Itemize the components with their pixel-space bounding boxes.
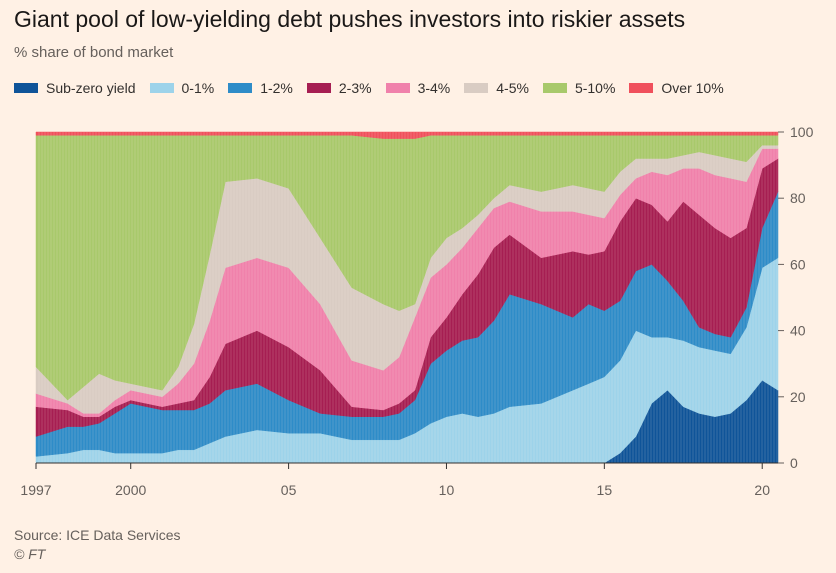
y-tick-label: 80 — [790, 190, 806, 206]
legend-item: Sub-zero yield — [14, 80, 136, 96]
y-tick-label: 20 — [790, 389, 806, 405]
y-tick-label: 100 — [790, 124, 814, 140]
y-tick-label: 60 — [790, 256, 806, 272]
legend-swatch — [149, 83, 174, 93]
legend-swatch — [228, 83, 253, 93]
legend-item: 0-1% — [149, 80, 215, 96]
legend-item: 5-10% — [542, 80, 616, 96]
x-tick-label: 1997 — [20, 482, 51, 498]
legend-item: 1-2% — [228, 80, 293, 96]
legend-item: 3-4% — [385, 80, 451, 96]
legend-label: 5-10% — [574, 80, 616, 96]
chart-legend: Sub-zero yield 0-1% 1-2% 2-3% 3-4% 4-5% 5-10% O… — [14, 80, 738, 96]
legend-item: Over 10% — [629, 80, 724, 96]
x-tick-label: 05 — [281, 482, 297, 498]
copyright-credit: © FT — [14, 546, 46, 562]
x-tick-label: 20 — [754, 482, 770, 498]
legend-label: 1-2% — [260, 80, 293, 96]
legend-label: Sub-zero yield — [46, 80, 136, 96]
legend-label: 2-3% — [338, 80, 372, 96]
legend-item: 2-3% — [306, 80, 372, 96]
legend-label: Over 10% — [661, 80, 724, 96]
y-tick-label: 40 — [790, 323, 806, 339]
legend-swatch — [14, 83, 38, 93]
legend-label: 3-4% — [417, 80, 451, 96]
x-tick-label: 10 — [439, 482, 455, 498]
y-tick-label: 0 — [790, 455, 798, 471]
legend-swatch — [629, 83, 654, 93]
legend-swatch — [385, 83, 410, 93]
area-series — [35, 131, 779, 139]
legend-swatch — [542, 83, 567, 93]
source-note: Source: ICE Data Services — [14, 527, 181, 543]
chart-title: Giant pool of low-yielding debt pushes i… — [14, 6, 686, 32]
bar-texture — [38, 132, 778, 463]
x-tick-label: 2000 — [115, 482, 146, 498]
chart-subtitle: % share of bond market — [14, 44, 174, 61]
legend-label: 4-5% — [496, 80, 529, 96]
legend-swatch — [464, 83, 489, 93]
legend-label: 0-1% — [181, 80, 215, 96]
x-tick-label: 15 — [597, 482, 613, 498]
chart-area: 0 20 40 60 80 100 1997 2000 05 10 15 20 — [20, 124, 814, 498]
legend-swatch — [306, 83, 331, 93]
legend-item: 4-5% — [464, 80, 529, 96]
